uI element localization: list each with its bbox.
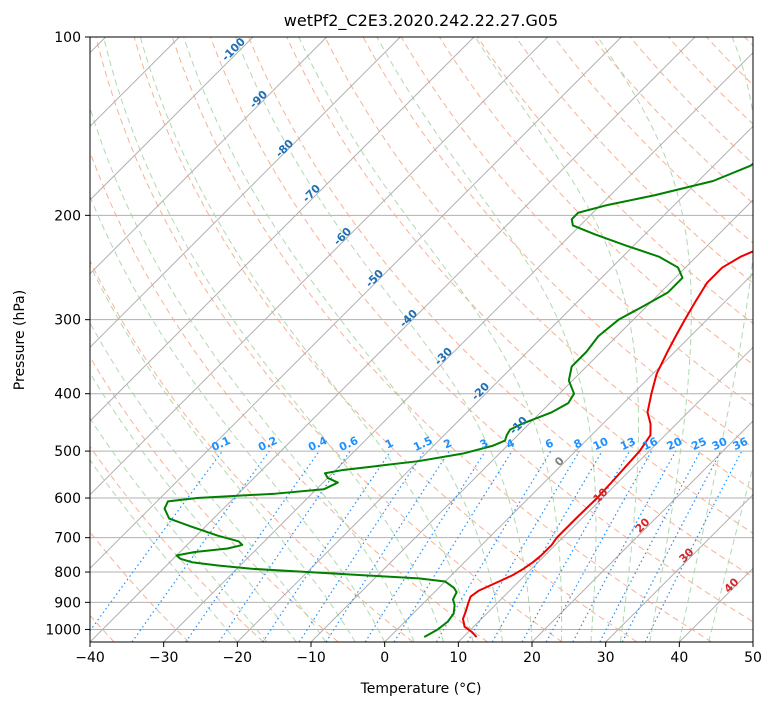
moist-adiabat-line [235, 37, 533, 642]
y-axis-title: Pressure (hPa) [12, 290, 28, 390]
y-tick-label: 1000 [45, 622, 81, 638]
x-tick-label: 20 [523, 650, 541, 666]
isotherm-line [90, 37, 475, 422]
axis-layer: −40 −30 −20 −10 0 10 20 30 40 50 100 200 300 400 500 60… [45, 30, 762, 666]
x-tick-label: −40 [75, 650, 105, 666]
isotherm-line [90, 37, 549, 496]
mixing-ratio-label: 10 [591, 435, 611, 453]
mixing-ratio-label: 36 [731, 435, 751, 453]
y-tick-label: 500 [54, 444, 81, 460]
dry-adiabat-line [286, 37, 753, 534]
moist-adiabat-line [708, 464, 753, 642]
isotherm-line [90, 37, 254, 201]
x-tick-label: −10 [296, 650, 326, 666]
x-axis-title: Temperature (°C) [360, 681, 482, 697]
y-tick-label: 600 [54, 491, 81, 507]
mixing-ratio-label: 30 [710, 435, 730, 453]
moist-adiabat-line [90, 264, 356, 642]
dry-adiabat-line [90, 445, 264, 642]
mixing-ratio-line [298, 450, 425, 642]
x-tick-label: 50 [744, 650, 762, 666]
x-tick-label: −20 [223, 650, 253, 666]
dry-adiabat-line [95, 37, 563, 642]
dry-adiabat-line [324, 37, 753, 491]
series-layer [163, 162, 753, 638]
x-tick-label: 10 [449, 650, 467, 666]
y-tick-label: 100 [54, 30, 81, 46]
dewpoint-profile-line [163, 162, 753, 638]
moist-adiabat-line [90, 321, 327, 642]
moist-adiabat-line [90, 417, 268, 642]
moist-adiabat-line [90, 195, 386, 642]
y-tick-label: 200 [54, 208, 81, 224]
isotherm-line [90, 37, 622, 570]
dry-adiabat-line [439, 37, 753, 366]
dry-adiabat-line [210, 37, 753, 623]
moist-adiabat-line [90, 106, 415, 642]
y-tick-label: 400 [54, 387, 81, 403]
mixing-ratio-line [185, 450, 320, 642]
mixing-ratio-line [466, 450, 580, 642]
moist-adiabat-line [474, 37, 639, 642]
x-tick-label: 0 [380, 650, 389, 666]
moist-adiabat-line [103, 37, 445, 642]
isotherm-line [236, 125, 753, 642]
mixing-ratio-line [393, 450, 513, 642]
moist-adiabat-line [90, 459, 238, 642]
isotherm-line [90, 37, 696, 642]
temperature-profile-line [461, 250, 753, 638]
isotherm-line [605, 493, 753, 642]
moist-adiabat-line [597, 37, 692, 642]
mixing-ratio-line [131, 450, 270, 642]
mixing-ratio-line [262, 450, 392, 642]
isotherm-line [90, 37, 328, 275]
isotherm-line [310, 199, 753, 642]
moist-adiabat-line [139, 37, 474, 642]
y-tick-label: 900 [54, 595, 81, 611]
dry-adiabat-line [133, 37, 638, 642]
mixing-ratio-line [599, 450, 702, 642]
chart-title: wetPf2_C2E3.2020.242.22.27.G05 [284, 11, 558, 31]
moist-adiabat-line [183, 37, 504, 642]
isotherm-line [531, 420, 753, 642]
isotherm-line [384, 272, 753, 642]
moist-adiabat-line [298, 37, 563, 642]
y-tick-label: 800 [54, 565, 81, 581]
dry-adiabat-line [90, 150, 488, 642]
dry-adiabat-line [400, 37, 753, 407]
mixing-ratio-line [364, 450, 486, 642]
dry-adiabat-line [629, 37, 753, 165]
plot-background [90, 37, 753, 642]
x-tick-label: −30 [149, 650, 179, 666]
mixing-ratio-line [218, 450, 351, 642]
mixing-ratio-label: 20 [665, 435, 685, 453]
dry-adiabat-line [553, 37, 753, 244]
moist-adiabat-line [90, 372, 297, 642]
isotherm-line [752, 641, 753, 642]
isotherm-line [163, 51, 753, 642]
dry-adiabat-line [171, 37, 712, 642]
dry-adiabat-line [248, 37, 753, 578]
x-tick-label: 40 [670, 650, 688, 666]
moist-adiabat-line [376, 37, 597, 642]
dry-adiabat-line [90, 259, 414, 642]
mixing-ratio-label: 25 [689, 435, 708, 453]
grid-layer [90, 37, 753, 642]
mixing-ratio-label: 16 [640, 435, 660, 453]
plot-frame [89, 36, 754, 643]
mixing-ratio-label: 13 [618, 435, 637, 453]
x-tick-label: 30 [597, 650, 615, 666]
isotherm-line [90, 37, 401, 349]
y-tick-label: 700 [54, 531, 81, 547]
y-tick-label: 300 [54, 313, 81, 329]
dry-adiabat-line [362, 37, 753, 449]
moist-adiabat-line [678, 37, 753, 642]
mixing-ratio-line [572, 450, 677, 642]
isotherm-line [457, 346, 753, 642]
mixing-ratio-line [325, 450, 450, 642]
